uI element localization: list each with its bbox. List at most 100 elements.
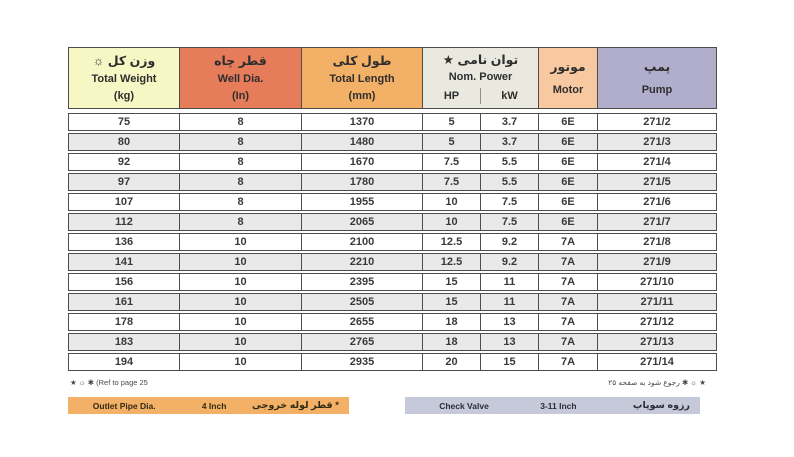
table-cell: 10 bbox=[180, 273, 302, 291]
table-cell: 80 bbox=[68, 133, 180, 151]
table-row: 112 8 2065 10 7.5 6E 271/7 bbox=[68, 213, 717, 231]
table-row: 156 10 2395 15 11 7A 271/10 bbox=[68, 273, 717, 291]
table-cell: 6E bbox=[539, 193, 598, 211]
table-cell: 271/9 bbox=[598, 253, 717, 271]
header-motor: موتور Motor bbox=[539, 47, 598, 109]
table-row: 92 8 1670 7.5 5.5 6E 271/4 bbox=[68, 153, 717, 171]
check-valve-value: 3-11 Inch bbox=[540, 400, 577, 411]
header-well-dia-fa: قطر چاه bbox=[214, 54, 267, 69]
table-cell: 18 bbox=[423, 333, 481, 351]
table-cell: 1780 bbox=[302, 173, 423, 191]
header-total-weight: وزن کل ☼ Total Weight (kg) bbox=[68, 47, 180, 109]
table-cell: 107 bbox=[68, 193, 180, 211]
table-cell: 156 bbox=[68, 273, 180, 291]
table-cell: 97 bbox=[68, 173, 180, 191]
table-cell: 1670 bbox=[302, 153, 423, 171]
table-cell: 141 bbox=[68, 253, 180, 271]
table-cell: 7.5 bbox=[423, 153, 481, 171]
header-well-dia-en: Well Dia. bbox=[217, 72, 264, 85]
table-cell: 2065 bbox=[302, 213, 423, 231]
header-kw: kW bbox=[480, 87, 538, 104]
table-cell: 7A bbox=[539, 333, 598, 351]
header-pump: پمپ Pump bbox=[598, 47, 717, 109]
table-cell: 7.5 bbox=[481, 193, 539, 211]
table-cell: 12.5 bbox=[423, 233, 481, 251]
table-cell: 7A bbox=[539, 253, 598, 271]
header-pump-fa: پمپ bbox=[643, 60, 671, 74]
header-motor-en: Motor bbox=[552, 84, 584, 96]
table-cell: 271/10 bbox=[598, 273, 717, 291]
table-cell: 12.5 bbox=[423, 253, 481, 271]
header-total-weight-en: Total Weight bbox=[91, 72, 157, 85]
table-cell: 271/8 bbox=[598, 233, 717, 251]
table-cell: 10 bbox=[180, 353, 302, 371]
table-cell: 8 bbox=[180, 133, 302, 151]
header-well-dia-unit: (In) bbox=[231, 89, 250, 102]
header-pump-en: Pump bbox=[641, 84, 673, 96]
table-cell: 8 bbox=[180, 193, 302, 211]
check-valve-bar: Check Valve 3-11 Inch رزوه سوپاپ bbox=[405, 397, 700, 414]
table-cell: 20 bbox=[423, 353, 481, 371]
table-cell: 6E bbox=[539, 173, 598, 191]
table-row: 107 8 1955 10 7.5 6E 271/6 bbox=[68, 193, 717, 211]
table-cell: 5.5 bbox=[481, 153, 539, 171]
table-cell: 183 bbox=[68, 333, 180, 351]
table-cell: 2935 bbox=[302, 353, 423, 371]
table-row: 141 10 2210 12.5 9.2 7A 271/9 bbox=[68, 253, 717, 271]
header-nom-power-en: Nom. Power bbox=[448, 70, 513, 83]
table-cell: 5 bbox=[423, 113, 481, 131]
table-cell: 271/7 bbox=[598, 213, 717, 231]
table-cell: 15 bbox=[423, 273, 481, 291]
header-nom-power: توان نامی ★ Nom. Power HP kW bbox=[423, 47, 539, 109]
table-row: 161 10 2505 15 11 7A 271/11 bbox=[68, 293, 717, 311]
footnote-right: ★ ☼ ✱ رجوع شود به صفحه ۲۵ bbox=[608, 378, 706, 387]
table-row: 183 10 2765 18 13 7A 271/13 bbox=[68, 333, 717, 351]
table-cell: 2765 bbox=[302, 333, 423, 351]
table-cell: 10 bbox=[180, 333, 302, 351]
header-total-length: طول کلی Total Length (mm) bbox=[302, 47, 423, 109]
table-cell: 271/12 bbox=[598, 313, 717, 331]
table-cell: 9.2 bbox=[481, 253, 539, 271]
table-row: 75 8 1370 5 3.7 6E 271/2 bbox=[68, 113, 717, 131]
table-cell: 112 bbox=[68, 213, 180, 231]
table-cell: 271/2 bbox=[598, 113, 717, 131]
outlet-pipe-label-en: Outlet Pipe Dia. bbox=[92, 400, 156, 411]
table-cell: 15 bbox=[423, 293, 481, 311]
table-cell: 5.5 bbox=[481, 173, 539, 191]
table-cell: 10 bbox=[180, 253, 302, 271]
outlet-pipe-bar: Outlet Pipe Dia. 4 Inch * قطر لوله خروجی bbox=[68, 397, 349, 414]
header-power-subrow: HP kW bbox=[423, 87, 538, 104]
check-valve-label-en: Check Valve bbox=[439, 400, 489, 411]
header-hp: HP bbox=[443, 89, 460, 102]
table-cell: 8 bbox=[180, 153, 302, 171]
table-cell: 15 bbox=[481, 353, 539, 371]
header-well-dia: قطر چاه Well Dia. (In) bbox=[180, 47, 302, 109]
header-total-weight-unit: (kg) bbox=[113, 89, 135, 102]
footnote-left: ★ ☼ ✱ (Ref to page 25 bbox=[70, 378, 148, 387]
header-total-length-en: Total Length bbox=[329, 72, 395, 85]
table-cell: 178 bbox=[68, 313, 180, 331]
table-cell: 11 bbox=[481, 273, 539, 291]
pump-spec-table: وزن کل ☼ Total Weight (kg) قطر چاه Well … bbox=[68, 47, 717, 373]
table-cell: 11 bbox=[481, 293, 539, 311]
table-cell: 2210 bbox=[302, 253, 423, 271]
table-cell: 3.7 bbox=[481, 113, 539, 131]
table-cell: 6E bbox=[539, 153, 598, 171]
table-cell: 9.2 bbox=[481, 233, 539, 251]
table-cell: 7A bbox=[539, 353, 598, 371]
table-row: 178 10 2655 18 13 7A 271/12 bbox=[68, 313, 717, 331]
table-cell: 7A bbox=[539, 233, 598, 251]
table-cell: 13 bbox=[481, 333, 539, 351]
table-cell: 8 bbox=[180, 113, 302, 131]
table-cell: 7A bbox=[539, 313, 598, 331]
table-cell: 92 bbox=[68, 153, 180, 171]
table-cell: 75 bbox=[68, 113, 180, 131]
check-valve-label-fa: رزوه سوپاپ bbox=[632, 400, 690, 411]
table-cell: 10 bbox=[180, 233, 302, 251]
table-cell: 7A bbox=[539, 293, 598, 311]
table-cell: 194 bbox=[68, 353, 180, 371]
table-row: 136 10 2100 12.5 9.2 7A 271/8 bbox=[68, 233, 717, 251]
table-header: وزن کل ☼ Total Weight (kg) قطر چاه Well … bbox=[68, 47, 717, 109]
table-cell: 2395 bbox=[302, 273, 423, 291]
